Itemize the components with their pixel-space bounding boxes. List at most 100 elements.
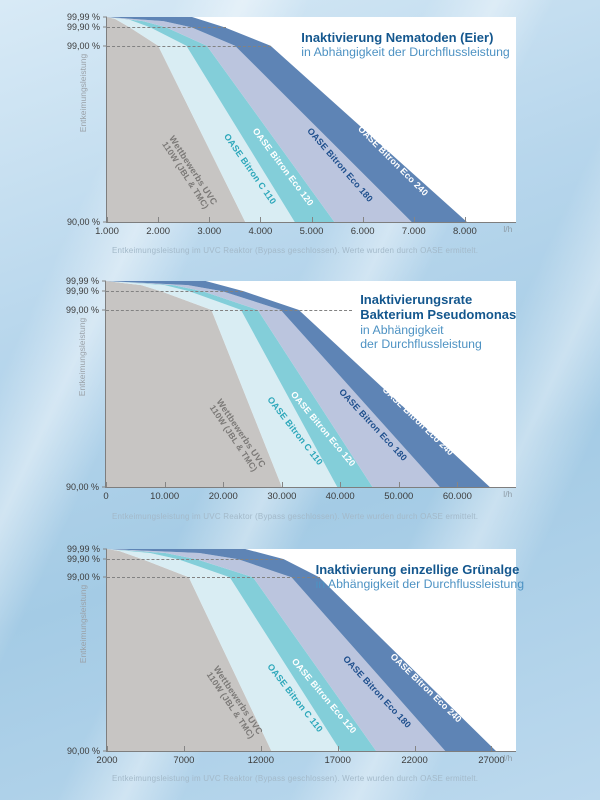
- ytick-9000: 90,00 %: [66, 746, 100, 756]
- ytick-mark: [103, 548, 107, 550]
- ytick-9000: 90,00 %: [65, 482, 99, 492]
- ytick-9999: 99,99 %: [66, 12, 100, 22]
- plot-area: [106, 281, 490, 487]
- ytick-9900: 99,00 %: [66, 572, 100, 583]
- chart-caption: Entkeimungsleistung im UVC Reaktor (Bypa…: [112, 246, 479, 255]
- xtick-mark: [260, 746, 262, 751]
- ytick-mark: [103, 221, 107, 223]
- band-bitron-eco-120: [107, 549, 377, 751]
- chart-gruenalge: Wettbewerbs UVC 110W (JBL & TMC) OASE Bitr…: [67, 544, 524, 766]
- dashed-line-9900: [107, 45, 271, 47]
- band-competitor-uvc: [106, 281, 282, 487]
- xtick-mark: [158, 217, 160, 222]
- xtick-4000: 4.000: [248, 226, 273, 237]
- band-bitron-eco-240: [106, 281, 490, 487]
- dashed-line-9900: [106, 309, 352, 311]
- band-bitron-eco-180: [107, 17, 412, 222]
- xtick-mark: [362, 217, 364, 222]
- band-bitron-eco-240: [107, 549, 496, 751]
- band-bitron-eco-180: [106, 281, 440, 487]
- ytick-mark: [102, 290, 106, 292]
- ytick-9900: 99,00 %: [65, 304, 99, 315]
- x-axis-unit: l/h: [503, 224, 513, 234]
- band-bitron-eco-120: [106, 281, 373, 487]
- chart-title-line: Inaktivierung Nematoden (Eier): [301, 30, 494, 45]
- xtick-7000: 7.000: [401, 226, 426, 237]
- xtick-20000: 20.000: [208, 491, 238, 502]
- band-bitron-eco-120: [107, 17, 335, 222]
- y-axis-label: Entkeimungsleistung: [78, 53, 88, 133]
- dashed-line-9990: [106, 291, 244, 293]
- xtick-1000: 1.000: [95, 226, 119, 237]
- xtick-mark: [281, 482, 283, 487]
- chart-title: Inaktivierung einzellige Grünalge in Abhä…: [316, 562, 525, 592]
- ytick-9990: 99,90 %: [66, 554, 100, 565]
- chart-subtitle-line: der Durchflussleistung: [360, 337, 482, 352]
- xtick-mark: [107, 746, 108, 751]
- xtick-mark: [414, 746, 416, 751]
- xtick-mark: [107, 217, 108, 222]
- ytick-9990: 99,90 %: [65, 286, 99, 297]
- ytick-mark: [103, 750, 107, 752]
- ytick-mark: [102, 309, 106, 311]
- x-axis-unit: l/h: [503, 489, 513, 499]
- band-bitron-c-110: [107, 549, 341, 751]
- band-bitron-c-110: [106, 281, 338, 487]
- chart-subtitle-line: in Abhängigkeit der Durchflussleistung: [315, 577, 525, 592]
- ytick-9900: 99,00 %: [66, 40, 100, 51]
- band-competitor-uvc: [107, 549, 272, 751]
- xtick-30000: 30.000: [267, 491, 297, 502]
- xtick-10000: 10.000: [150, 491, 180, 502]
- ytick-9000: 90,00 %: [66, 217, 100, 227]
- xtick-mark: [413, 217, 415, 222]
- xtick-mark: [340, 482, 342, 487]
- dashed-line-9990: [107, 559, 283, 561]
- xtick-7000: 7000: [173, 755, 195, 766]
- chart-title: Inaktivierung Nematoden (Eier) in Abhängi…: [301, 30, 510, 60]
- chart-caption: Entkeimungsleistung im UVC Reaktor (Bypa…: [112, 512, 479, 521]
- xtick-mark: [337, 746, 339, 751]
- ytick-mark: [103, 26, 107, 28]
- plot-area: [107, 549, 496, 751]
- x-axis-unit: l/h: [503, 753, 513, 763]
- xtick-mark: [464, 217, 466, 222]
- xtick-mark: [491, 746, 493, 751]
- xtick-22000: 22000: [401, 755, 428, 766]
- xtick-3000: 3.000: [197, 226, 222, 237]
- ytick-9990: 99,90 %: [66, 22, 100, 33]
- xtick-17000: 17000: [324, 755, 351, 766]
- chart-title-line: Inaktivierung einzellige Grünalge: [315, 562, 520, 577]
- y-axis-label: Entkeimungsleistung: [78, 584, 88, 663]
- dashed-line-9990: [107, 27, 226, 29]
- band-bitron-c-110: [107, 17, 295, 222]
- dashed-line-9900: [107, 577, 320, 579]
- chart-nematoden: Wettbewerbs UVC 110W (JBL & TMC) OASE Bitr…: [67, 12, 516, 237]
- xtick-6000: 6.000: [350, 226, 375, 237]
- band-competitor-uvc: [107, 17, 246, 222]
- xtick-mark: [106, 482, 107, 487]
- xtick-mark: [457, 482, 459, 487]
- band-bitron-eco-180: [107, 549, 446, 751]
- xtick-mark: [311, 217, 313, 222]
- xtick-50000: 50.000: [384, 491, 414, 502]
- plot-area: [107, 17, 467, 222]
- xtick-12000: 12000: [247, 755, 274, 766]
- chart-caption: Entkeimungsleistung im UVC Reaktor (Bypa…: [112, 774, 479, 783]
- xtick-40000: 40.000: [325, 491, 355, 502]
- chart-subtitle-line: in Abhängigkeit der Durchflussleistung: [301, 45, 510, 60]
- ytick-mark: [103, 576, 107, 578]
- chart-title-line: Inaktivierungsrate: [360, 292, 473, 307]
- xtick-2000: 2.000: [146, 226, 171, 237]
- xtick-27000: 27000: [478, 755, 505, 766]
- ytick-9999: 99,99 %: [66, 544, 100, 554]
- ytick-mark: [102, 486, 106, 488]
- y-axis-label: Entkeimungsleistung: [77, 318, 87, 397]
- ytick-mark: [103, 45, 107, 47]
- xtick-60000: 60.000: [442, 491, 472, 502]
- xtick-mark: [223, 482, 225, 487]
- xtick-2000: 2000: [96, 755, 118, 766]
- ytick-mark: [102, 280, 106, 282]
- chart-title-line: Bakterium Pseudomonas: [360, 307, 517, 323]
- xtick-0: 0: [103, 491, 109, 502]
